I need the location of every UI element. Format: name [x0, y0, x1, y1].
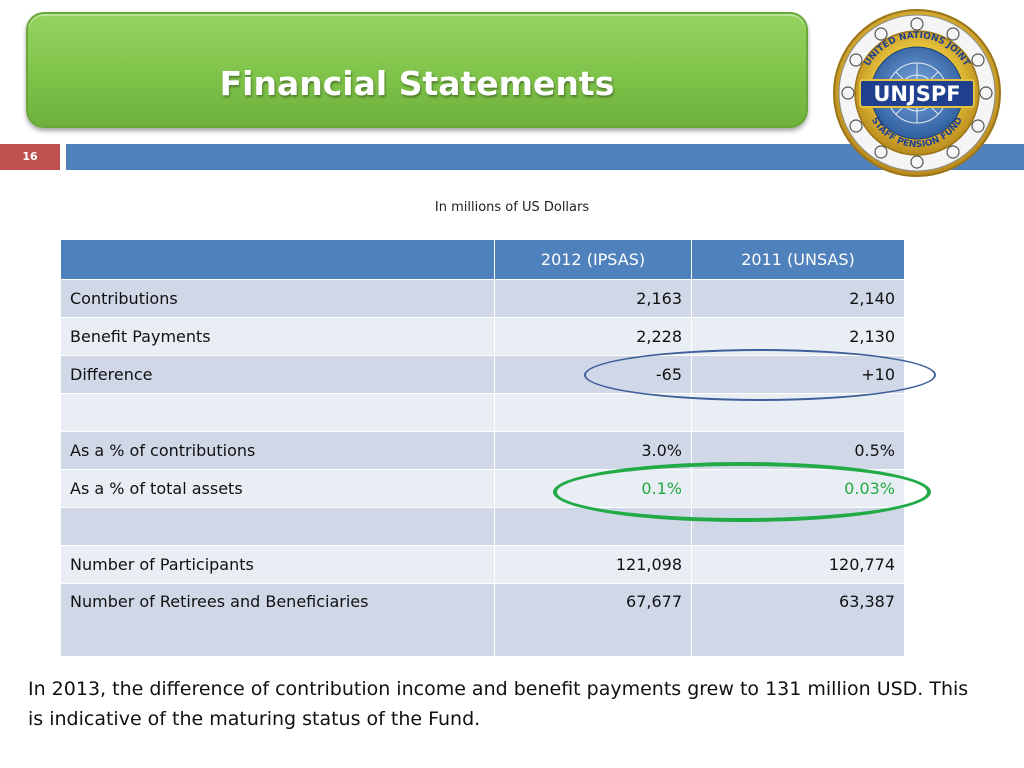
value-2012: [494, 393, 692, 432]
row-label: As a % of total assets: [60, 469, 495, 508]
slide-number: 16: [0, 144, 60, 170]
table-row: Benefit Payments 2,228 2,130: [60, 317, 905, 356]
financial-table: 2012 (IPSAS) 2011 (UNSAS) Contributions …: [60, 239, 905, 657]
table-row: Contributions 2,163 2,140: [60, 279, 905, 318]
table-row: Number of Retirees and Beneficiaries 67,…: [60, 583, 905, 657]
row-label: Number of Retirees and Beneficiaries: [60, 583, 495, 657]
header-2011: 2011 (UNSAS): [691, 239, 905, 280]
row-label: Number of Participants: [60, 545, 495, 584]
value-2012: 121,098: [494, 545, 692, 584]
logo-acronym: UNJSPF: [873, 82, 960, 106]
header-2012: 2012 (IPSAS): [494, 239, 692, 280]
value-2012: [494, 507, 692, 546]
row-label: Benefit Payments: [60, 317, 495, 356]
table-row: As a % of total assets 0.1% 0.03%: [60, 469, 905, 508]
unjspf-logo: UNITED NATIONS JOINT STAFF PENSION FUND …: [833, 9, 1001, 177]
value-2011: 2,130: [691, 317, 905, 356]
title-banner: Financial Statements: [26, 12, 808, 128]
value-2012: 67,677: [494, 583, 692, 657]
row-label: Contributions: [60, 279, 495, 318]
table-header-row: 2012 (IPSAS) 2011 (UNSAS): [60, 239, 905, 280]
value-2011: 120,774: [691, 545, 905, 584]
row-label: [60, 507, 495, 546]
value-2011: [691, 393, 905, 432]
slide-title: Financial Statements: [219, 64, 615, 103]
value-2011: 0.5%: [691, 431, 905, 470]
table-row: Difference -65 +10: [60, 355, 905, 394]
value-2011: 0.03%: [691, 469, 905, 508]
value-2012: 2,228: [494, 317, 692, 356]
value-2011: 2,140: [691, 279, 905, 318]
row-label: As a % of contributions: [60, 431, 495, 470]
value-2012: 3.0%: [494, 431, 692, 470]
value-2011: +10: [691, 355, 905, 394]
table-row: [60, 507, 905, 546]
value-2012: 0.1%: [494, 469, 692, 508]
table-row: Number of Participants 121,098 120,774: [60, 545, 905, 584]
table-row: [60, 393, 905, 432]
value-2012: -65: [494, 355, 692, 394]
row-label: [60, 393, 495, 432]
table-row: As a % of contributions 3.0% 0.5%: [60, 431, 905, 470]
value-2011: 63,387: [691, 583, 905, 657]
value-2011: [691, 507, 905, 546]
row-label: Difference: [60, 355, 495, 394]
units-caption: In millions of US Dollars: [434, 200, 590, 215]
header-label: [60, 239, 495, 280]
footnote-text: In 2013, the difference of contribution …: [28, 678, 969, 730]
value-2012: 2,163: [494, 279, 692, 318]
